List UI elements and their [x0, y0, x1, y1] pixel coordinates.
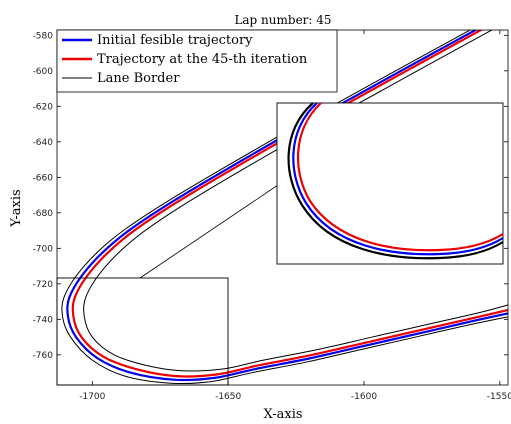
y-tick-label: -740	[33, 315, 54, 325]
y-tick-label: -620	[33, 102, 54, 112]
iteration-trajectory-line	[71, 30, 508, 378]
legend-label-initial: Initial fesible trajectory	[97, 33, 253, 48]
inset-iteration-trajectory	[296, 102, 504, 252]
y-tick-label: -760	[33, 351, 54, 361]
inset-zoom	[276, 102, 504, 265]
legend-label-iteration: Trajectory at the 45-th iteration	[97, 52, 308, 67]
y-tick-label: -640	[33, 138, 54, 148]
inset-initial-trajectory	[292, 102, 504, 256]
x-tick-label: -1600	[351, 392, 377, 402]
inset-lane-border-outer	[287, 102, 504, 260]
y-tick-label: -720	[33, 280, 54, 290]
y-axis-label: Y-axis	[9, 189, 24, 227]
x-axis-label: X-axis	[263, 407, 302, 422]
chart-title: Lap number: 45	[234, 13, 331, 27]
zoom-source-box	[56, 277, 229, 386]
legend: Initial fesible trajectory Trajectory at…	[56, 29, 338, 93]
y-tick-label: -600	[33, 67, 54, 77]
x-tick-label: -1650	[215, 392, 241, 402]
lane-border-outer-line	[61, 30, 508, 385]
y-tick-label: -580	[33, 31, 54, 41]
y-tick-label: -660	[33, 173, 54, 183]
y-tick-label: -700	[33, 244, 54, 254]
x-tick-label: -1550	[487, 392, 511, 402]
initial-trajectory-line	[66, 30, 508, 382]
inset-frame	[276, 102, 504, 265]
series-layer	[61, 30, 508, 385]
x-tick-label: -1700	[79, 392, 105, 402]
y-tick-label: -680	[33, 209, 54, 219]
legend-box	[56, 29, 338, 93]
legend-label-lane-border: Lane Border	[97, 71, 180, 86]
inset-curves	[287, 102, 504, 260]
zoom-connector-line	[139, 184, 279, 279]
lane-border-inner-line	[83, 30, 508, 372]
